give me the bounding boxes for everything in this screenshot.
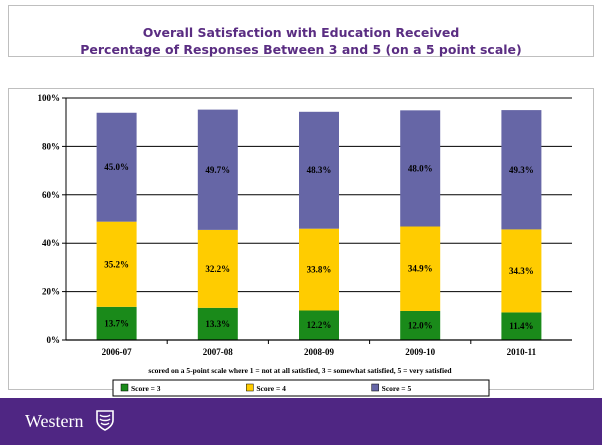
- y-tick-label: 100%: [38, 93, 61, 103]
- bar-segment: [400, 110, 441, 227]
- legend-swatch: [246, 383, 254, 392]
- bar-segment: [96, 306, 137, 340]
- data-label: 34.3%: [509, 266, 534, 276]
- y-tick-label: 0%: [47, 335, 61, 345]
- bar-segment: [197, 109, 238, 230]
- data-label: 48.0%: [408, 163, 433, 173]
- y-tick-label: 40%: [42, 238, 60, 248]
- legend-label: Score = 4: [256, 384, 286, 393]
- chart-title: Overall Satisfaction with Education Rece…: [8, 24, 594, 58]
- footer-bar: [0, 398, 602, 445]
- legend-label: Score = 5: [382, 384, 412, 393]
- y-axis: 0% 20% 40% 60% 80% 100%: [38, 93, 67, 345]
- data-label: 35.2%: [104, 259, 129, 269]
- title-box: [8, 5, 594, 57]
- data-label: 12.2%: [307, 320, 332, 330]
- bar-segment: [400, 226, 441, 311]
- x-axis: 2006-07 2007-08 2008-09 2009-10 2010-11: [66, 339, 572, 357]
- x-tick-label: 2008-09: [304, 347, 334, 357]
- bar-segment: [197, 229, 238, 308]
- data-label: 33.8%: [307, 265, 332, 275]
- data-label: 13.3%: [205, 319, 230, 329]
- bar-segment: [96, 112, 137, 222]
- data-label: 32.2%: [205, 264, 230, 274]
- data-label: 12.0%: [408, 320, 433, 330]
- bar-segment: [299, 310, 339, 340]
- y-tick-label: 60%: [42, 190, 60, 200]
- bar-segment: [501, 110, 542, 230]
- legend-swatch: [371, 383, 379, 392]
- data-label: 49.3%: [509, 165, 534, 175]
- bar-segment: [299, 111, 339, 229]
- data-label: 13.7%: [104, 318, 129, 328]
- bars: 13.7% 35.2% 45.0% 13.3% 32.2% 49.7% 12.2% 33.8%…: [96, 109, 542, 340]
- chart-title-line2: Percentage of Responses Between 3 and 5 …: [80, 42, 522, 57]
- bar-segment: [501, 229, 542, 313]
- legend-box: [112, 379, 490, 397]
- y-tick-label: 80%: [42, 141, 60, 151]
- x-tick-label: 2007-08: [203, 347, 233, 357]
- data-label: 45.0%: [104, 162, 129, 172]
- legend: Score = 3 Score = 4 Score = 5: [112, 379, 490, 397]
- chart-title-line1: Overall Satisfaction with Education Rece…: [142, 25, 460, 40]
- legend-label: Score = 3: [131, 384, 161, 393]
- x-tick-label: 2006-07: [102, 347, 132, 357]
- scale-footnote: scored on a 5-point scale where 1 = not …: [148, 366, 452, 375]
- bar-segment: [299, 228, 339, 311]
- x-tick-label: 2010-11: [507, 347, 537, 357]
- data-label: 11.4%: [509, 321, 533, 331]
- legend-swatch: [120, 383, 129, 392]
- data-label: 34.9%: [408, 264, 433, 274]
- bar-segment: [197, 307, 238, 340]
- western-logo-text: Western: [25, 411, 84, 431]
- bar-segment: [501, 312, 542, 340]
- bar-segment: [400, 310, 441, 340]
- bar-segment: [96, 221, 137, 307]
- x-tick-label: 2009-10: [405, 347, 435, 357]
- data-label: 49.7%: [205, 165, 230, 175]
- shield-icon: [96, 410, 114, 431]
- data-label: 48.3%: [307, 165, 332, 175]
- y-tick-label: 20%: [42, 287, 60, 297]
